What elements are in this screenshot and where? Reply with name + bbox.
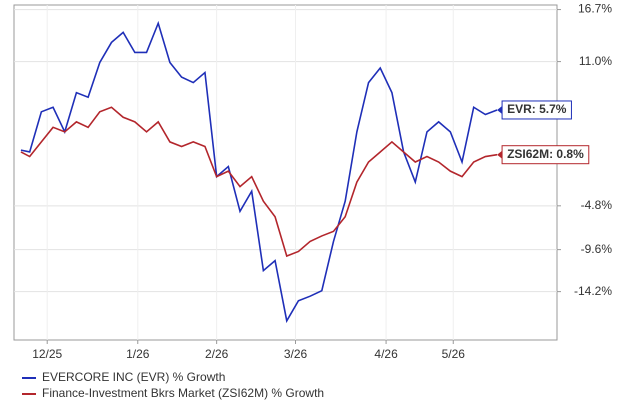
x-tick-label: 2/26 [205,347,229,361]
end-label-pointer [497,150,503,159]
y-tick-label: 11.0% [579,54,612,68]
y-tick-label: -14.2% [574,284,612,298]
x-tick-label: 4/26 [374,347,398,361]
x-tick-label: 5/26 [442,347,466,361]
end-label: ZSI62M: 0.8% [507,147,584,161]
end-label: EVR: 5.7% [507,102,567,116]
plot-frame [13,4,558,341]
end-label-pointer [497,105,503,114]
legend-label: EVERCORE INC (EVR) % Growth [42,370,225,384]
series-line [20,106,498,258]
legend-label: Finance-Investment Bkrs Market (ZSI62M) … [42,386,324,400]
x-tick-label: 1/26 [126,347,150,361]
x-tick-label: 3/26 [284,347,308,361]
x-tick-label: 12/25 [32,347,62,361]
y-tick-label: -4.8% [581,198,613,212]
series-line [20,20,498,324]
y-tick-label: -9.6% [581,242,613,256]
y-tick-label: 16.7% [578,2,612,16]
